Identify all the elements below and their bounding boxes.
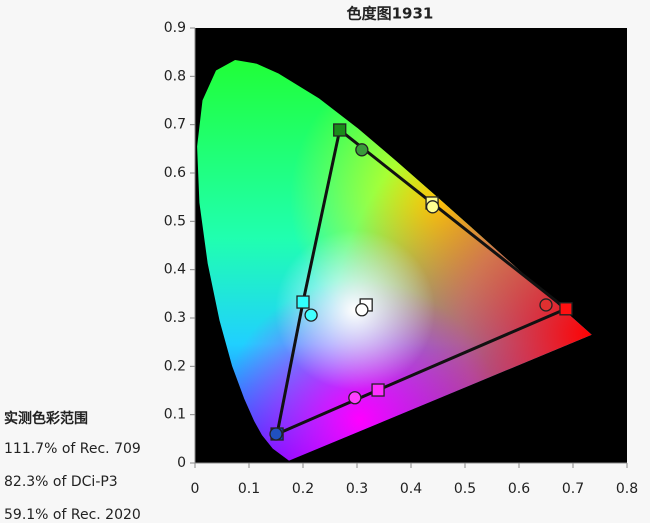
y-tick-label: 0.4 — [164, 262, 186, 278]
x-tick-label: 0.5 — [454, 481, 476, 497]
summary-line: 82.3% of DCi-P3 — [4, 474, 118, 490]
y-tick-label: 0.6 — [164, 165, 186, 181]
target-point — [355, 143, 369, 157]
x-tick-label: 0.7 — [562, 481, 584, 497]
measured-point — [333, 123, 347, 137]
target-point — [348, 391, 362, 405]
target-point — [304, 308, 318, 322]
measured-point — [296, 295, 310, 309]
x-tick-label: 0.4 — [400, 481, 422, 497]
y-tick-label: 0.3 — [164, 310, 186, 326]
measured-point — [559, 302, 573, 316]
target-point — [355, 303, 369, 317]
x-tick-label: 0.2 — [292, 481, 314, 497]
y-tick-label: 0.8 — [164, 68, 186, 84]
summary-line: 59.1% of Rec. 2020 — [4, 507, 141, 523]
summary-heading: 实测色彩范围 — [4, 411, 88, 427]
y-tick-label: 0.7 — [164, 117, 186, 133]
y-tick-label: 0.5 — [164, 213, 186, 229]
measured-point — [371, 383, 385, 397]
gamut-edge — [338, 128, 433, 205]
x-tick-label: 0.8 — [616, 481, 638, 497]
x-tick-label: 0 — [191, 481, 200, 497]
y-tick-label: 0 — [177, 455, 186, 471]
gamut-edge — [431, 201, 567, 310]
y-tick-label: 0.9 — [164, 20, 186, 36]
y-tick-label: 0.1 — [164, 407, 186, 423]
target-point — [269, 427, 283, 441]
x-tick-label: 0.6 — [508, 481, 530, 497]
target-point — [539, 298, 553, 312]
target-point — [425, 200, 440, 214]
gamut-edge — [377, 307, 567, 392]
summary-line: 111.7% of Rec. 709 — [4, 441, 141, 457]
y-tick-label: 0.2 — [164, 358, 186, 374]
gamut-edge — [301, 129, 342, 303]
gamut-edge — [275, 301, 305, 435]
chart-title: 色度图1931 — [347, 5, 434, 23]
x-tick-label: 0.1 — [238, 481, 260, 497]
x-tick-label: 0.3 — [346, 481, 368, 497]
